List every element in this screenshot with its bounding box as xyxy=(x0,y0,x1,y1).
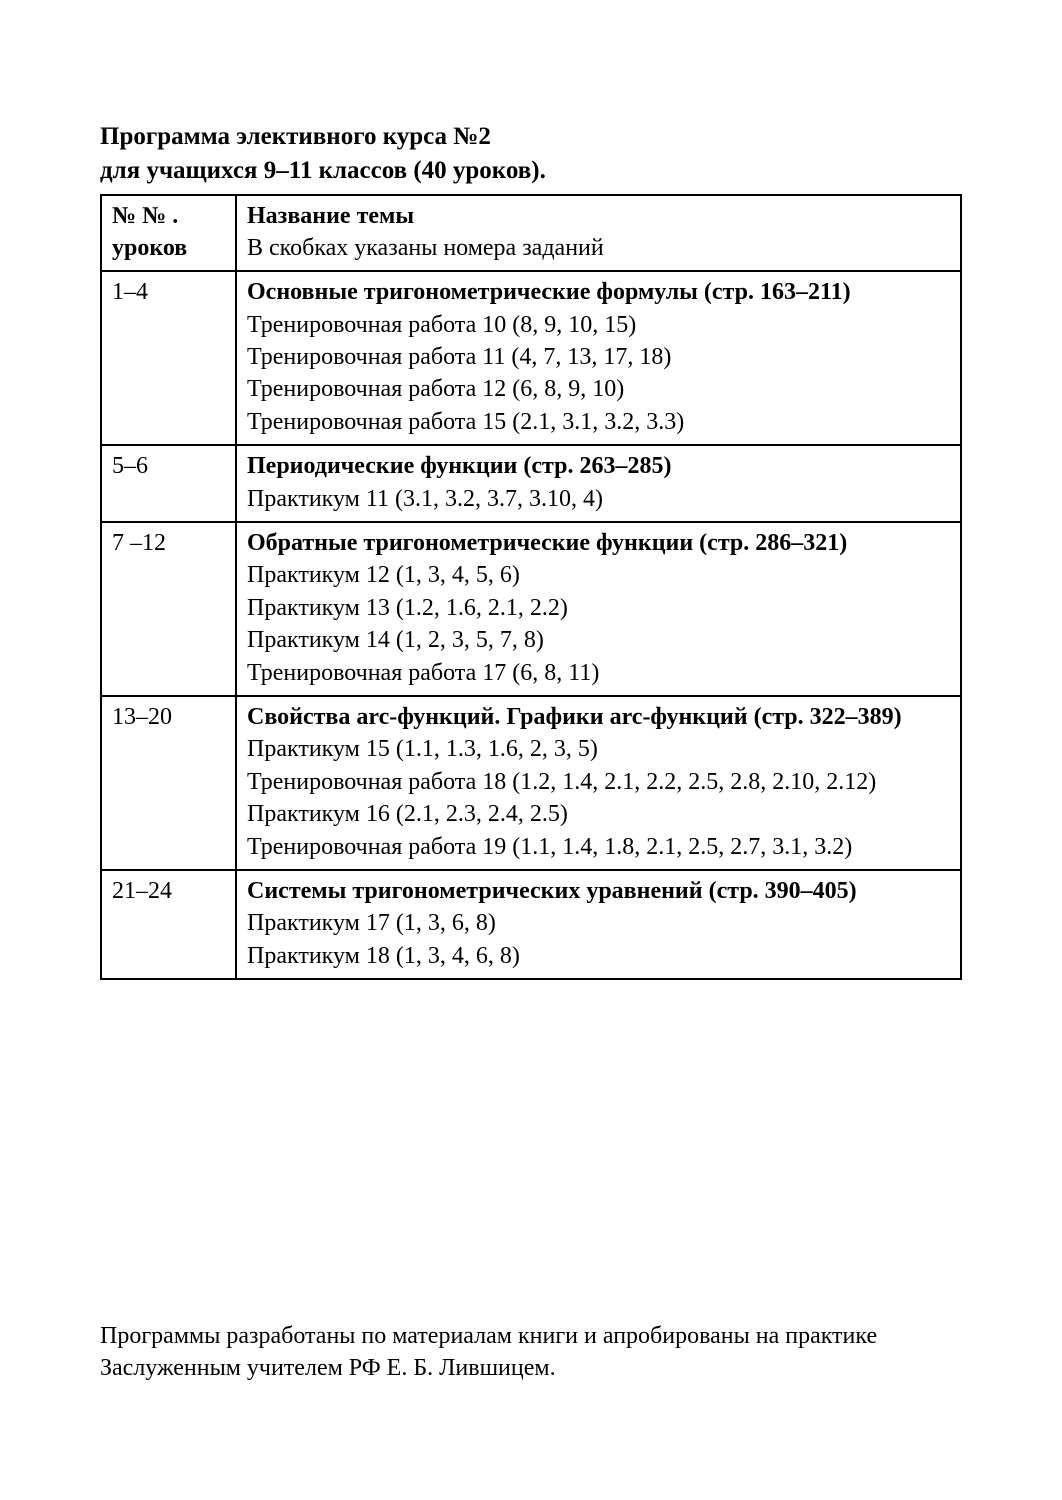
topic-line: Практикум 13 (1.2, 1.6, 2.1, 2.2) xyxy=(247,592,950,624)
topic-line: Практикум 17 (1, 3, 6, 8) xyxy=(247,907,950,939)
topic-line: Тренировочная работа 19 (1.1, 1.4, 1.8, … xyxy=(247,831,950,863)
lessons-cell: 21–24 xyxy=(101,870,236,979)
lessons-cell: 1–4 xyxy=(101,271,236,445)
topic-line: Тренировочная работа 11 (4, 7, 13, 17, 1… xyxy=(247,341,950,373)
lessons-cell: 13–20 xyxy=(101,696,236,870)
topic-line: Практикум 16 (2.1, 2.3, 2.4, 2.5) xyxy=(247,798,950,830)
title-line-2: для учащихся 9–11 классов (40 уроков). xyxy=(100,154,962,188)
topic-cell: Свойства arc-функций. Графики arc-функци… xyxy=(236,696,961,870)
topic-line: Практикум 11 (3.1, 3.2, 3.7, 3.10, 4) xyxy=(247,483,950,515)
topic-title: Обратные тригонометрические функции (стр… xyxy=(247,530,847,556)
header-col1-line2: уроков xyxy=(112,235,187,261)
topic-line: Тренировочная работа 12 (6, 8, 9, 10) xyxy=(247,373,950,405)
topic-line: Практикум 12 (1, 3, 4, 5, 6) xyxy=(247,559,950,591)
topic-cell: Системы тригонометрических уравнений (ст… xyxy=(236,870,961,979)
header-col1-line1: № № . xyxy=(112,203,178,229)
topic-title: Периодические функции (стр. 263–285) xyxy=(247,453,671,479)
topic-cell: Основные тригонометрические формулы (стр… xyxy=(236,271,961,445)
topic-title: Свойства arc-функций. Графики arc-функци… xyxy=(247,704,902,730)
topic-line: Практикум 18 (1, 3, 4, 6, 8) xyxy=(247,940,950,972)
topic-line: Практикум 14 (1, 2, 3, 5, 7, 8) xyxy=(247,624,950,656)
table-row: 21–24 Системы тригонометрических уравнен… xyxy=(101,870,961,979)
topic-line: Тренировочная работа 17 (6, 8, 11) xyxy=(247,657,950,689)
topic-cell: Периодические функции (стр. 263–285) Пра… xyxy=(236,445,961,522)
lessons-cell: 5–6 xyxy=(101,445,236,522)
topic-title: Системы тригонометрических уравнений (ст… xyxy=(247,878,857,904)
topic-line: Тренировочная работа 15 (2.1, 3.1, 3.2, … xyxy=(247,406,950,438)
footer-note: Программы разработаны по материалам книг… xyxy=(100,1320,962,1385)
program-table: № № . уроков Название темы В скобках ука… xyxy=(100,194,962,981)
topic-line: Тренировочная работа 18 (1.2, 1.4, 2.1, … xyxy=(247,766,950,798)
header-col-topic: Название темы В скобках указаны номера з… xyxy=(236,195,961,272)
topic-line: Тренировочная работа 10 (8, 9, 10, 15) xyxy=(247,309,950,341)
lessons-cell: 7 –12 xyxy=(101,522,236,696)
table-row: 5–6 Периодические функции (стр. 263–285)… xyxy=(101,445,961,522)
table-row: 1–4 Основные тригонометрические формулы … xyxy=(101,271,961,445)
table-header-row: № № . уроков Название темы В скобках ука… xyxy=(101,195,961,272)
program-title: Программа элективного курса №2 для учащи… xyxy=(100,120,962,188)
topic-cell: Обратные тригонометрические функции (стр… xyxy=(236,522,961,696)
header-col2-line2: В скобках указаны номера заданий xyxy=(247,235,604,261)
header-col2-line1: Название темы xyxy=(247,203,414,229)
table-row: 7 –12 Обратные тригонометрические функци… xyxy=(101,522,961,696)
header-col-lessons: № № . уроков xyxy=(101,195,236,272)
topic-title: Основные тригонометрические формулы (стр… xyxy=(247,279,851,305)
topic-line: Практикум 15 (1.1, 1.3, 1.6, 2, 3, 5) xyxy=(247,733,950,765)
title-line-1: Программа элективного курса №2 xyxy=(100,120,962,154)
table-row: 13–20 Свойства arc-функций. Графики arc-… xyxy=(101,696,961,870)
